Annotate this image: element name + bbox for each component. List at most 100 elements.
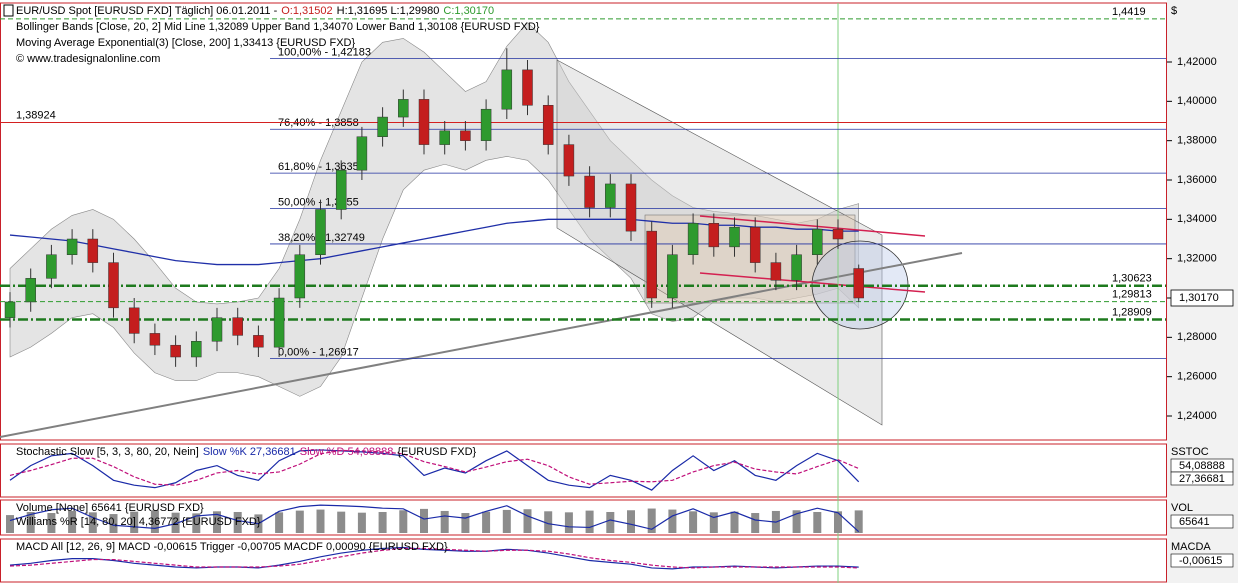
channel xyxy=(556,59,883,426)
candle-body xyxy=(791,254,802,281)
title-part: EUR/USD Spot [EURUSD FXD] Täglich] 06.01… xyxy=(16,5,278,17)
title: EUR/USD Spot [EURUSD FXD] Täglich] 06.01… xyxy=(16,5,494,17)
subtitle: © www.tradesignalonline.com xyxy=(16,53,160,65)
candle-body xyxy=(729,226,740,248)
y-tick-label: 1,32000 xyxy=(1177,253,1217,265)
candle-body xyxy=(253,335,264,348)
candle-body xyxy=(522,69,533,106)
volume-bar xyxy=(440,510,449,533)
candle-body xyxy=(563,144,575,177)
volume-bar xyxy=(192,513,201,533)
panel-frame xyxy=(0,2,1167,441)
value-box xyxy=(1170,553,1234,568)
volume-bar xyxy=(689,511,698,533)
volume-bar xyxy=(357,512,366,533)
axis-label: $ xyxy=(1171,5,1177,17)
panel-frame xyxy=(0,443,1167,498)
volume-bar xyxy=(834,511,842,533)
volume-bar xyxy=(585,510,594,533)
indicator-line xyxy=(9,449,859,486)
value-label: 27,36681 xyxy=(1179,473,1225,485)
subtitle: Moving Average Exponential(3) [Close, 20… xyxy=(16,37,355,49)
fib-label: 100,00% - 1,42183 xyxy=(278,46,371,58)
candle-body xyxy=(770,262,782,281)
red-trend-bottom xyxy=(699,272,926,293)
indicator-line xyxy=(9,547,859,569)
legend-series: Slow %D 54,08888 xyxy=(300,446,394,458)
legend-series: Slow %K 27,36681 xyxy=(203,446,296,458)
candle-body xyxy=(667,254,678,299)
candle-body xyxy=(480,108,492,141)
candle-body xyxy=(377,116,388,137)
volume-bar xyxy=(171,512,180,533)
volume-bar xyxy=(523,509,532,533)
candle-body xyxy=(584,175,595,208)
volume-bar xyxy=(813,511,822,533)
candle-body xyxy=(542,105,554,145)
candle-body xyxy=(232,317,243,336)
axis-label: VOL xyxy=(1171,502,1193,514)
candle-body xyxy=(605,183,616,208)
volume-bar xyxy=(420,508,428,533)
candle-body xyxy=(708,223,720,248)
panel-frame xyxy=(0,538,1167,583)
candle-body xyxy=(25,278,36,303)
volume-bar xyxy=(647,508,656,533)
volume-bar xyxy=(399,510,408,533)
volume-bar xyxy=(68,510,77,533)
candle-body xyxy=(128,307,140,334)
volume-bar xyxy=(668,509,677,533)
volume-bar xyxy=(627,510,635,533)
volume-bar xyxy=(502,509,511,533)
candle-body xyxy=(66,238,78,255)
volume-bar xyxy=(150,510,159,533)
indicator-line xyxy=(9,449,860,491)
candle-body xyxy=(625,183,637,232)
legend-part: Volume [None] 65641 {EURUSD FXD} xyxy=(16,502,204,514)
candle-body xyxy=(687,223,699,255)
y-tick-label: 1,38000 xyxy=(1177,135,1217,147)
candle-body xyxy=(460,130,471,141)
candle-body xyxy=(108,262,119,309)
volume-bar xyxy=(130,511,139,533)
y-tick-label: 1,28000 xyxy=(1177,331,1217,343)
panel-frame xyxy=(0,499,1167,536)
panel-legend: MACD All [12, 26, 9] MACD -0,00615 Trigg… xyxy=(16,541,448,553)
value-label: -0,00615 xyxy=(1179,555,1222,567)
fib-label: 61,80% - 1,3635 xyxy=(278,161,359,173)
candle-body xyxy=(87,238,99,263)
volume-bar xyxy=(337,511,346,533)
y-tick-label: 1,24000 xyxy=(1177,410,1217,422)
level-label: 1,30623 xyxy=(1112,273,1152,285)
red-trend-top xyxy=(699,215,926,237)
volume-bar xyxy=(564,512,573,533)
candle-body xyxy=(149,333,161,346)
candle-body xyxy=(501,69,513,110)
subtitle: Bollinger Bands [Close, 20, 2] Mid Line … xyxy=(16,21,540,33)
title-part: C:1,30170 xyxy=(443,5,494,17)
volume-bar xyxy=(854,510,863,533)
volume-bar xyxy=(461,513,470,533)
y-tick-label: 1,26000 xyxy=(1177,371,1217,383)
candle-body xyxy=(294,254,306,299)
indicator-line xyxy=(9,504,860,533)
panel-legend: Williams %R [14, 80, 20] 4,36772 {EURUSD… xyxy=(16,516,261,528)
level-label: 1,38924 xyxy=(16,109,56,121)
volume-bar xyxy=(751,513,760,533)
icon xyxy=(3,4,14,17)
candle-body xyxy=(853,268,864,299)
level-label: 1,4419 xyxy=(1112,6,1146,18)
value-label: 65641 xyxy=(1179,516,1210,528)
volume-bar xyxy=(109,514,118,533)
candle-body xyxy=(4,301,16,318)
volume-bar xyxy=(792,510,801,533)
volume-bar xyxy=(606,511,615,533)
y-tick-label: 1,40000 xyxy=(1177,95,1217,107)
candle-body xyxy=(273,297,285,348)
candle-body xyxy=(335,169,347,210)
title-part: O:1,31502 xyxy=(281,5,332,17)
candle-body xyxy=(356,136,368,171)
candle-body xyxy=(832,228,844,240)
